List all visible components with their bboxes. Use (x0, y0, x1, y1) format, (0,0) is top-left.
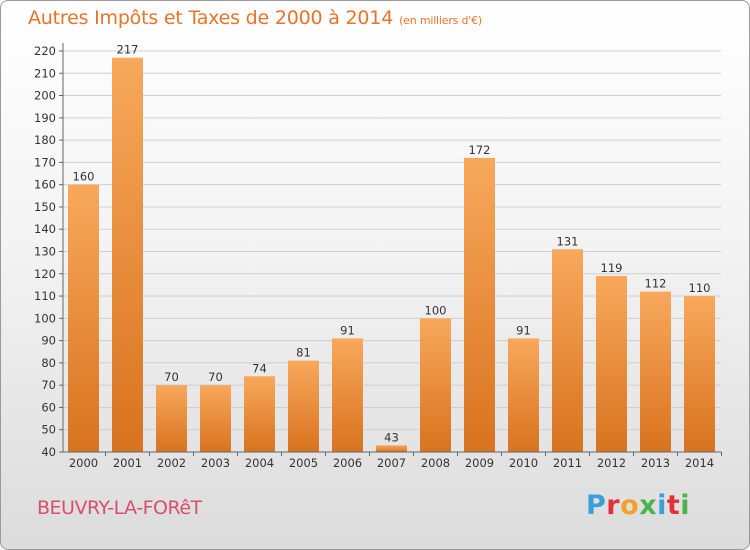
y-tick-label: 180 (34, 133, 56, 147)
x-tick-label: 2007 (377, 456, 406, 470)
bar (464, 157, 495, 452)
y-tick-label: 220 (34, 44, 56, 58)
y-tick-label: 60 (41, 400, 56, 414)
x-tick-label: 2003 (201, 456, 230, 470)
bar (552, 249, 583, 452)
x-tick-label: 2012 (597, 456, 626, 470)
y-tick-label: 90 (41, 334, 56, 348)
x-tick-label: 2010 (509, 456, 538, 470)
y-tick-label: 210 (34, 66, 56, 80)
x-tick-label: 2011 (553, 456, 582, 470)
y-tick-label: 200 (34, 89, 56, 103)
x-tick-label: 2009 (465, 456, 494, 470)
data-label: 100 (425, 303, 447, 317)
bar (200, 385, 231, 452)
logo-letter: t (666, 490, 681, 521)
bar (332, 338, 363, 452)
x-tick-label: 2005 (289, 456, 318, 470)
y-tick-label: 190 (34, 111, 56, 125)
data-label: 110 (689, 281, 711, 295)
y-tick-label: 40 (41, 445, 56, 459)
data-label: 70 (164, 370, 179, 384)
data-label: 81 (296, 346, 311, 360)
x-tick-label: 2008 (421, 456, 450, 470)
x-tick-label: 2002 (157, 456, 186, 470)
logo-letter: r (606, 490, 621, 521)
y-tick-label: 50 (41, 423, 56, 437)
x-tick-label: 2006 (333, 456, 362, 470)
commune-name: BEUVRY-LA-FORêT (37, 497, 202, 519)
data-label: 91 (516, 323, 531, 337)
proxiti-logo: Proxiti (586, 490, 690, 521)
axes (62, 43, 721, 453)
x-tick-label: 2000 (69, 456, 98, 470)
logo-letter: P (586, 490, 607, 521)
y-tick-label: 100 (34, 311, 56, 325)
y-axis-ticks: 40 50 60 70 80 90 100 110 120 130 140 150 160 170 180 1… (34, 44, 63, 459)
y-tick-label: 160 (34, 178, 56, 192)
logo-letter: x (639, 490, 658, 521)
data-label: 112 (645, 277, 667, 291)
logo-letter: i (657, 490, 667, 521)
bar (112, 57, 143, 452)
data-label: 91 (340, 323, 355, 337)
data-label: 172 (469, 143, 491, 157)
x-tick-label: 2004 (245, 456, 274, 470)
logo-letter: i (680, 490, 691, 521)
bar (640, 291, 671, 452)
bar (156, 385, 187, 452)
bar (684, 296, 715, 452)
y-tick-label: 170 (34, 155, 56, 169)
x-tick-label: 2001 (113, 456, 142, 470)
data-label: 119 (601, 261, 623, 275)
y-tick-label: 150 (34, 200, 56, 214)
y-tick-label: 120 (34, 267, 56, 281)
y-tick-label: 80 (41, 356, 56, 370)
bar (420, 318, 451, 452)
bar (376, 445, 407, 452)
y-tick-label: 130 (34, 245, 56, 259)
y-tick-label: 110 (34, 289, 56, 303)
bar (596, 276, 627, 452)
x-axis-ticks: 2000 2001 2002 2003 2004 2005 2006 2007 2008 2009… (69, 452, 722, 470)
bar (244, 376, 275, 452)
x-tick-label: 2014 (685, 456, 714, 470)
y-tick-label: 140 (34, 222, 56, 236)
logo-letter: o (620, 490, 640, 521)
data-label: 43 (384, 430, 399, 444)
bar (288, 360, 319, 452)
chart-title: Autres Impôts et Taxes de 2000 à 2014 (en… (28, 7, 482, 29)
data-label: 217 (117, 43, 139, 57)
x-tick-label: 2013 (641, 456, 670, 470)
data-label: 131 (557, 234, 579, 248)
y-tick-label: 70 (41, 378, 56, 392)
data-label: 160 (73, 170, 95, 184)
data-labels: 160 217 70 70 74 81 91 43 100 172 91 131 119 112 110 (73, 43, 711, 445)
chart-title-unit: (en milliers d'€) (399, 14, 482, 27)
bar (68, 184, 99, 452)
data-label: 70 (208, 370, 223, 384)
data-label: 74 (252, 361, 267, 375)
bar (508, 338, 539, 452)
chart-title-main: Autres Impôts et Taxes de 2000 à 2014 (28, 7, 394, 29)
bars (68, 57, 715, 452)
